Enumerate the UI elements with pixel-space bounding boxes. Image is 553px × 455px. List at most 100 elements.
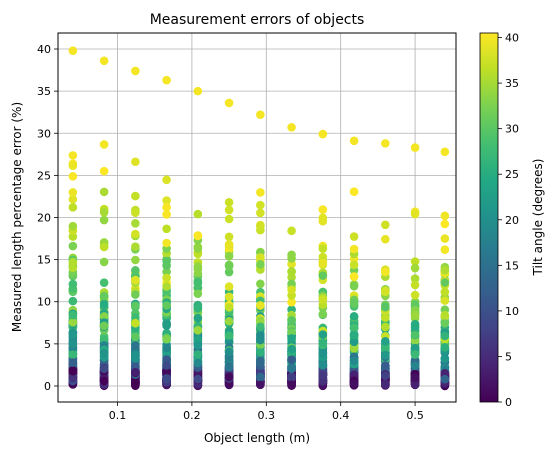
data-point [193, 340, 203, 350]
x-tick-label: 0.2 [183, 409, 201, 422]
data-point [68, 374, 78, 383]
data-point [256, 208, 265, 218]
data-point [381, 361, 390, 371]
data-point [99, 312, 109, 321]
data-point [131, 275, 140, 285]
data-point [440, 354, 450, 364]
y-tick-label: 5 [44, 338, 51, 351]
data-point [318, 129, 328, 139]
data-point [99, 321, 109, 331]
data-point [256, 279, 265, 289]
data-point [349, 312, 359, 321]
data-point [410, 343, 420, 353]
data-point [99, 291, 109, 301]
data-point [381, 302, 390, 312]
data-point [131, 208, 140, 217]
data-point [440, 234, 450, 243]
data-point [131, 191, 140, 201]
data-point [193, 244, 203, 253]
data-point [256, 380, 265, 390]
data-point [410, 330, 420, 340]
colorbar-tick-label: 35 [505, 77, 519, 90]
data-point [162, 75, 171, 85]
colorbar-tick-label: 20 [505, 214, 519, 227]
data-point [349, 187, 359, 196]
data-point [224, 261, 234, 271]
data-point [68, 318, 78, 327]
data-point [193, 374, 203, 384]
data-point [68, 161, 78, 171]
data-point [99, 299, 109, 309]
data-points [68, 46, 450, 391]
y-tick-label: 15 [37, 254, 51, 267]
data-point [162, 175, 171, 185]
data-point [224, 372, 234, 382]
data-point [99, 207, 109, 217]
data-point [131, 353, 140, 363]
data-point [162, 203, 171, 212]
data-point [318, 371, 328, 380]
data-point [349, 298, 359, 308]
data-point [68, 188, 78, 197]
data-point [193, 265, 203, 274]
data-point [318, 360, 328, 370]
data-point [318, 338, 328, 348]
data-point [287, 297, 296, 307]
data-point [349, 356, 359, 366]
data-point [162, 343, 171, 353]
data-point [68, 328, 78, 337]
data-point [224, 331, 234, 340]
data-point [318, 244, 328, 253]
x-tick-label: 0.1 [109, 409, 127, 422]
data-point [193, 313, 203, 323]
data-point [318, 349, 328, 358]
data-point [287, 380, 296, 390]
data-point [224, 98, 234, 108]
data-point [349, 244, 359, 254]
data-point [68, 241, 78, 251]
data-point [68, 296, 78, 306]
colorbar-label: Tilt angle (degrees) [531, 159, 545, 277]
data-point [99, 140, 109, 149]
data-point [381, 139, 390, 148]
data-point [131, 367, 140, 377]
data-point [410, 143, 420, 152]
data-point [410, 361, 420, 371]
data-point [381, 267, 390, 277]
data-point [131, 242, 140, 251]
data-point [162, 273, 171, 283]
data-point [410, 373, 420, 382]
data-point [68, 358, 78, 367]
data-point [68, 195, 78, 204]
data-point [162, 334, 171, 344]
data-point [224, 347, 234, 357]
x-tick-label: 0.5 [406, 409, 424, 422]
y-axis-ticks: 0 5 10 15 20 25 30 35 40 [37, 43, 58, 393]
data-point [162, 256, 171, 266]
data-point [381, 313, 390, 322]
colorbar-ticks: 0 5 10 15 20 25 30 35 40 [498, 32, 519, 409]
data-point [224, 303, 234, 312]
data-point [381, 336, 390, 346]
data-point [68, 257, 78, 267]
data-point [162, 367, 171, 377]
data-point [349, 272, 359, 282]
data-point [224, 205, 234, 215]
data-point [224, 282, 234, 291]
data-point [68, 366, 78, 376]
data-point [131, 157, 140, 167]
data-point [224, 240, 234, 249]
data-point [256, 260, 265, 269]
data-point [381, 220, 390, 230]
data-point [224, 197, 234, 207]
data-point [131, 341, 140, 350]
data-point [381, 350, 390, 360]
data-point [440, 147, 450, 157]
data-point [193, 303, 203, 313]
data-point [287, 279, 296, 289]
data-point [318, 309, 328, 319]
y-tick-label: 20 [37, 212, 51, 225]
data-point [440, 219, 450, 229]
data-point [131, 255, 140, 265]
